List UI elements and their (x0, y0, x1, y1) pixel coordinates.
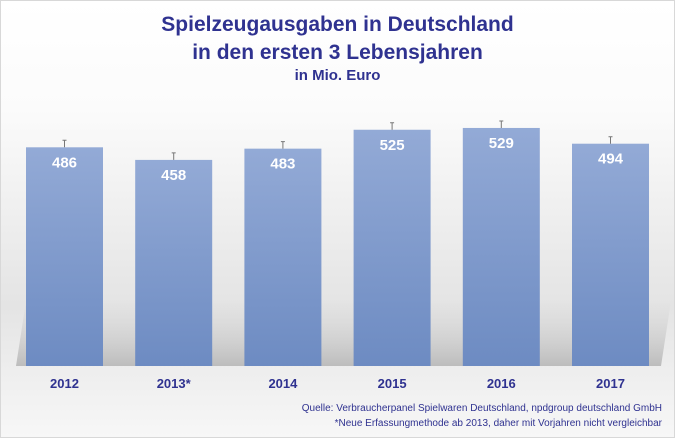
bar-2013* (135, 159, 213, 366)
method-footnote: *Neue Erfassungmethode ab 2013, daher mi… (334, 418, 662, 429)
chart-title-line2: in den ersten 3 Lebensjahren (192, 41, 483, 64)
data-label: 529 (489, 135, 514, 152)
error-bar-2013* (171, 152, 176, 160)
error-bar-2016 (499, 120, 504, 128)
x-tick-label: 2012 (50, 376, 79, 391)
x-tick-label: 2017 (596, 376, 625, 391)
x-tick-label: 2015 (378, 376, 407, 391)
chart-title: Spielzeugausgaben in Deutschland (161, 13, 514, 36)
source-note: Quelle: Verbraucherpanel Spielwaren Deut… (301, 403, 662, 414)
error-bar-2012 (62, 139, 67, 148)
bar-2016 (462, 127, 540, 366)
error-bar-2017 (608, 136, 613, 144)
data-label: 486 (52, 154, 77, 171)
data-label: 483 (270, 156, 295, 173)
x-tick-label: 2014 (268, 376, 298, 391)
bar-2017 (572, 143, 649, 366)
chart-subtitle: in Mio. Euro (294, 67, 381, 84)
bar-2015 (353, 129, 431, 366)
x-tick-label: 2016 (487, 376, 516, 391)
data-label: 458 (161, 167, 186, 184)
error-bar-2015 (390, 122, 395, 130)
x-tick-label: 2013* (157, 376, 192, 391)
bar-2012 (26, 147, 103, 366)
data-label: 494 (598, 151, 624, 168)
data-label: 525 (380, 137, 405, 154)
error-bar-2014 (280, 141, 285, 149)
bar-2014 (244, 148, 322, 366)
